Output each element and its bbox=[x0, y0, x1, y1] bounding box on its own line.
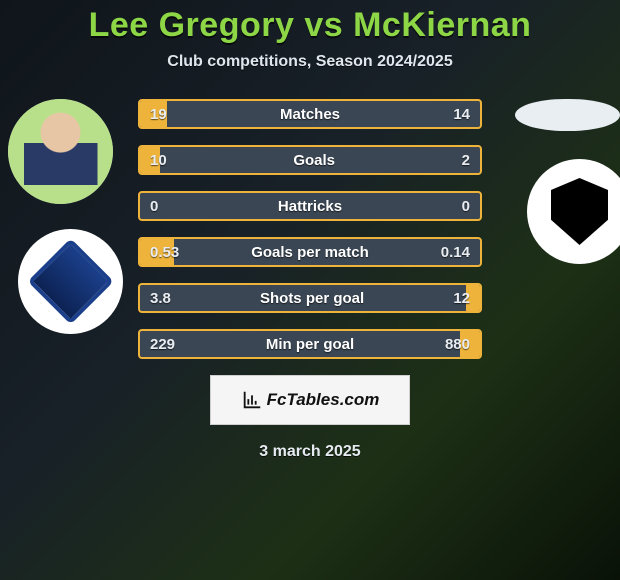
brand-watermark: FcTables.com bbox=[210, 375, 410, 425]
stat-value-left: 10 bbox=[150, 152, 167, 169]
stat-bar: 19Matches14 bbox=[138, 99, 482, 129]
stat-bars: 19Matches14 10Goals2 0Hattricks0 0.53Goals … bbox=[138, 99, 482, 375]
player-right-avatar bbox=[515, 99, 620, 131]
chart-icon bbox=[241, 389, 263, 411]
stat-value-right: 12 bbox=[453, 290, 470, 307]
stat-bar: 0.53Goals per match0.14 bbox=[138, 237, 482, 267]
comparison-stage: 19Matches14 10Goals2 0Hattricks0 0.53Goals … bbox=[0, 99, 620, 379]
player-left-avatar bbox=[8, 99, 113, 204]
stat-value-left: 0.53 bbox=[150, 244, 179, 261]
club-left-crest bbox=[18, 229, 123, 334]
stat-label: Shots per goal bbox=[171, 290, 453, 307]
stat-value-right: 0 bbox=[462, 198, 470, 215]
stat-bar: 229Min per goal880 bbox=[138, 329, 482, 359]
stat-label: Hattricks bbox=[158, 198, 461, 215]
stat-bar: 10Goals2 bbox=[138, 145, 482, 175]
stat-label: Matches bbox=[167, 106, 454, 123]
stat-bar: 0Hattricks0 bbox=[138, 191, 482, 221]
stat-value-left: 3.8 bbox=[150, 290, 171, 307]
stat-value-left: 19 bbox=[150, 106, 167, 123]
club-right-crest bbox=[527, 159, 620, 264]
page-title: Lee Gregory vs McKiernan bbox=[0, 0, 620, 45]
stat-value-left: 0 bbox=[150, 198, 158, 215]
subtitle: Club competitions, Season 2024/2025 bbox=[0, 53, 620, 71]
stat-value-right: 14 bbox=[453, 106, 470, 123]
brand-text: FcTables.com bbox=[267, 390, 380, 410]
stat-bar: 3.8Shots per goal12 bbox=[138, 283, 482, 313]
date-text: 3 march 2025 bbox=[0, 443, 620, 461]
stat-label: Goals bbox=[167, 152, 462, 169]
stat-label: Goals per match bbox=[179, 244, 441, 261]
stat-value-right: 0.14 bbox=[441, 244, 470, 261]
stat-value-left: 229 bbox=[150, 336, 175, 353]
stat-value-right: 2 bbox=[462, 152, 470, 169]
stat-value-right: 880 bbox=[445, 336, 470, 353]
stat-label: Min per goal bbox=[175, 336, 445, 353]
